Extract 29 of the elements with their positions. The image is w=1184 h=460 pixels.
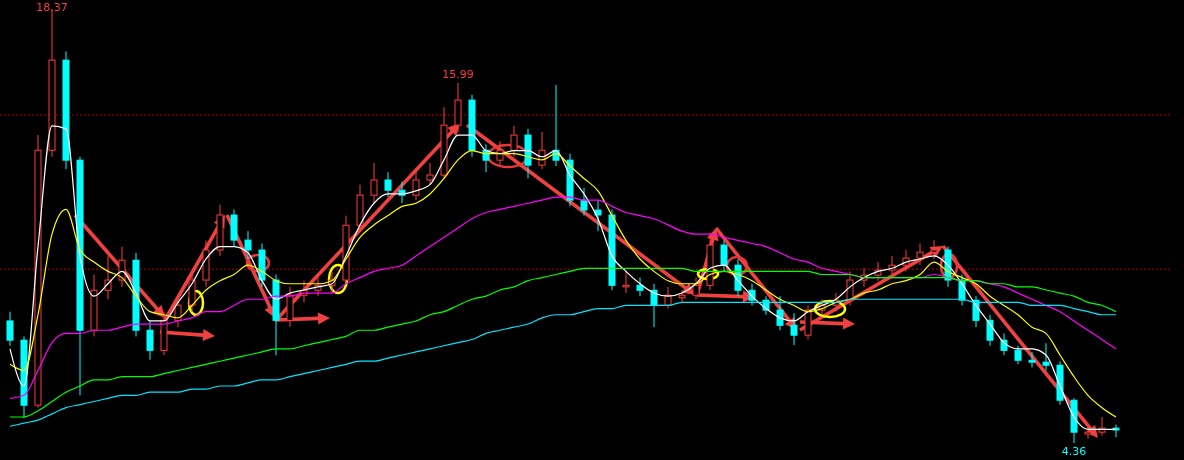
candlestick: [244, 230, 252, 260]
candlestick: [426, 162, 434, 186]
candlestick: [6, 311, 14, 347]
candlestick: [692, 277, 700, 300]
candlestick: [496, 140, 504, 167]
candlestick: [594, 199, 602, 232]
candlestick: [1084, 425, 1092, 440]
annotation: 15.99: [442, 67, 474, 81]
candlestick: [650, 283, 658, 328]
candlestick: [384, 171, 392, 198]
candlestick: [1028, 351, 1036, 368]
candlestick: [720, 239, 728, 272]
candlestick: [790, 312, 798, 346]
candlestick: [678, 289, 686, 303]
candlestick: [930, 239, 938, 260]
candlestick: [510, 125, 518, 158]
candlestick: [580, 187, 588, 217]
candlestick: [916, 243, 924, 266]
candlestick: [1014, 345, 1022, 365]
candlestick: [622, 270, 630, 294]
annotation: 18.37: [36, 1, 68, 14]
candlestick: [370, 162, 378, 204]
candlestick: [986, 314, 994, 347]
candlestick: [412, 168, 420, 201]
candlestick: [146, 320, 154, 361]
annotation: 4.36: [1061, 445, 1087, 458]
candlestick: [776, 295, 784, 331]
candlestick: [1042, 342, 1050, 372]
candlestick: [636, 277, 644, 297]
